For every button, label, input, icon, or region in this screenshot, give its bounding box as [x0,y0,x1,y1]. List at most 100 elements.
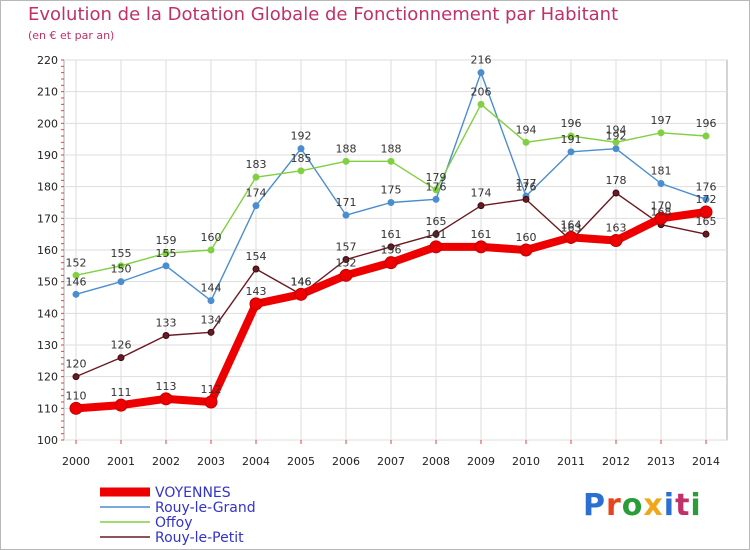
data-label: 165 [696,215,717,228]
data-label: 168 [651,206,672,219]
x-tick-label: 2006 [332,455,360,468]
data-label: 156 [381,244,402,257]
data-label: 150 [111,263,132,276]
data-label: 161 [426,228,447,241]
x-tick-label: 2000 [62,455,90,468]
data-point [477,69,485,77]
data-point [252,265,260,273]
y-tick-label: 120 [37,371,58,384]
data-label: 164 [561,218,582,231]
y-tick-label: 170 [37,212,58,225]
x-tick-label: 2008 [422,455,450,468]
data-label: 134 [201,313,222,326]
chart-subtitle: (en € et par an) [28,29,115,42]
data-point [567,148,575,156]
y-tick-label: 190 [37,149,58,162]
data-point [612,145,620,153]
logo-letter: r [606,488,622,523]
x-tick-label: 2010 [512,455,540,468]
data-label: 113 [156,380,177,393]
data-point [522,138,530,146]
data-point [702,230,710,238]
x-tick-label: 2011 [557,455,585,468]
data-point [297,145,305,153]
data-point [162,249,170,257]
data-point [654,211,668,225]
x-tick-label: 2009 [467,455,495,468]
data-point [657,129,665,137]
y-tick-label: 130 [37,339,58,352]
data-point [114,398,128,412]
data-point [252,173,260,181]
data-point [702,132,710,140]
data-label: 146 [291,275,312,288]
y-tick-label: 100 [37,434,58,447]
data-label: 178 [606,174,627,187]
data-point [72,271,80,279]
data-label: 194 [606,123,627,136]
data-label: 174 [471,187,492,200]
y-tick-label: 160 [37,244,58,257]
data-label: 192 [291,130,312,143]
data-label: 185 [291,152,312,165]
data-label: 110 [66,389,87,402]
data-point [339,268,353,282]
data-label: 161 [381,228,402,241]
data-label: 155 [111,247,132,260]
data-point [162,262,170,270]
data-label: 188 [381,142,402,155]
data-label: 176 [516,180,537,193]
x-tick-label: 2003 [197,455,225,468]
data-point [519,243,533,257]
logo-letter: t [675,488,691,523]
data-label: 160 [516,231,537,244]
data-label: 170 [651,199,672,212]
data-point [207,297,215,305]
data-point [72,290,80,298]
data-point [432,230,440,238]
data-label: 194 [516,123,537,136]
logo-letter: i [663,488,676,523]
data-point [117,354,125,362]
data-point [432,195,440,203]
data-label: 165 [426,215,447,228]
data-label: 163 [561,222,582,235]
data-point [384,256,398,270]
data-label: 126 [111,339,132,352]
data-label: 154 [246,250,267,263]
data-point [117,278,125,286]
data-label: 216 [471,54,492,67]
data-point [342,256,350,263]
data-label: 183 [246,158,267,171]
y-tick-label: 180 [37,181,58,194]
data-label: 155 [156,247,177,260]
data-point [612,189,620,197]
data-point [69,401,83,415]
data-point [207,246,215,254]
data-label: 157 [336,241,357,254]
data-label: 163 [606,222,627,235]
x-tick-label: 2007 [377,455,405,468]
data-point [612,138,620,146]
logo-letter: P [583,488,606,523]
data-label: 174 [246,187,267,200]
data-point [477,202,485,210]
data-point [159,392,173,406]
data-point [342,211,350,219]
data-point [702,195,710,203]
x-tick-label: 2014 [692,455,720,468]
logo-letter: o [621,488,644,523]
data-label: 196 [696,117,717,130]
data-point [432,186,440,194]
data-label: 111 [111,386,132,399]
data-point [699,205,713,219]
data-point [387,199,395,206]
y-tick-label: 150 [37,276,58,289]
data-label: 179 [426,171,447,184]
data-label: 152 [336,256,357,269]
data-point [657,180,665,187]
data-label: 188 [336,142,357,155]
data-label: 160 [201,231,222,244]
legend-label: VOYENNES [155,485,231,501]
